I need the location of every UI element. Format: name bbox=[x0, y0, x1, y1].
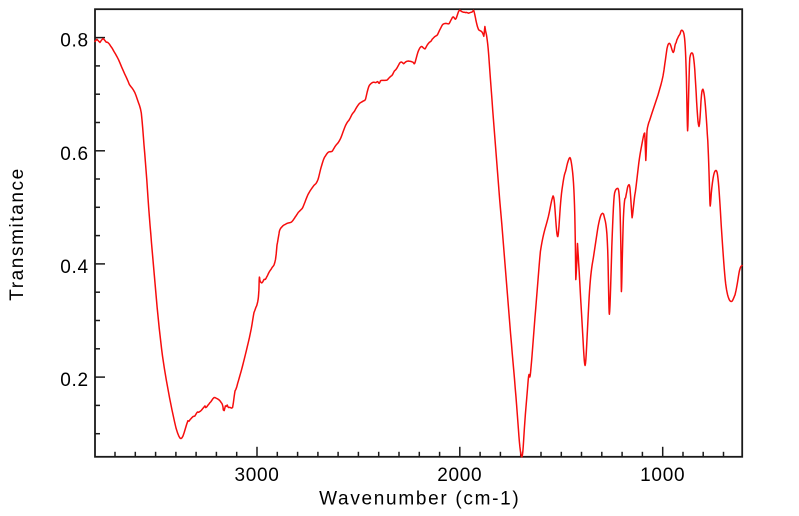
svg-text:0.2: 0.2 bbox=[60, 370, 89, 391]
svg-text:1000: 1000 bbox=[640, 465, 685, 486]
svg-text:0.6: 0.6 bbox=[60, 144, 89, 165]
svg-text:3000: 3000 bbox=[234, 465, 279, 486]
svg-text:Transmitance: Transmitance bbox=[7, 167, 28, 301]
svg-text:Wavenumber (cm-1): Wavenumber (cm-1) bbox=[319, 488, 520, 509]
svg-text:0.8: 0.8 bbox=[60, 31, 89, 52]
svg-text:0.4: 0.4 bbox=[60, 257, 89, 278]
svg-text:2000: 2000 bbox=[437, 465, 482, 486]
